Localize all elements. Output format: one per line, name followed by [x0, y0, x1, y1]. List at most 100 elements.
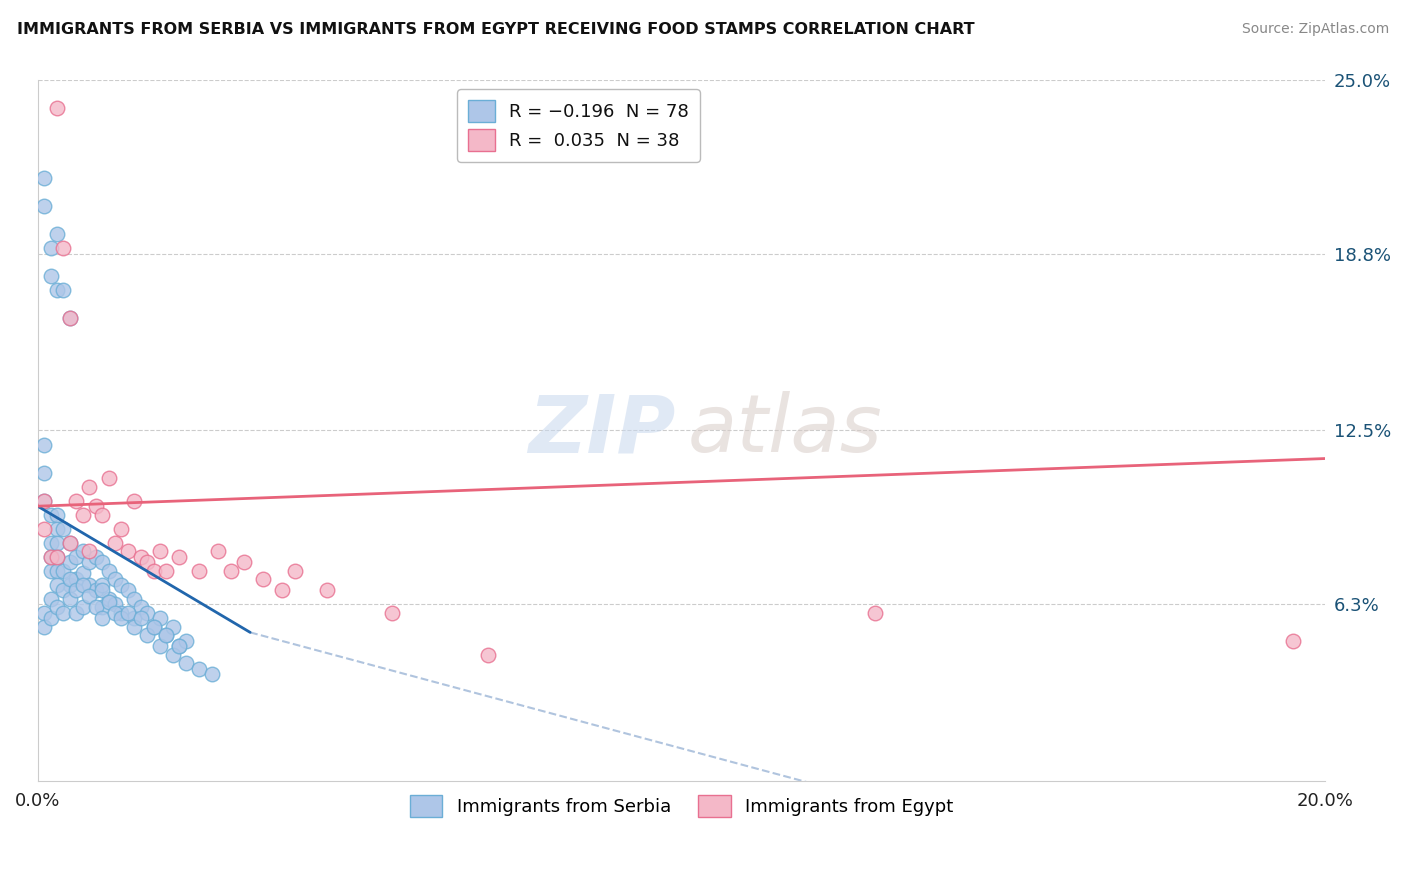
- Point: [104, 598, 127, 612]
- Point: [32, 606, 55, 620]
- Point: [72, 508, 94, 522]
- Point: [155, 564, 177, 578]
- Point: [59, 311, 82, 326]
- Point: [104, 606, 127, 620]
- Point: [232, 555, 254, 569]
- Point: [59, 578, 82, 592]
- Point: [72, 566, 94, 581]
- Point: [91, 555, 114, 569]
- Point: [91, 578, 114, 592]
- Point: [187, 564, 209, 578]
- Point: [59, 555, 82, 569]
- Point: [46, 508, 69, 522]
- Point: [59, 535, 82, 549]
- Point: [52, 583, 75, 598]
- Point: [162, 648, 184, 662]
- Point: [477, 648, 499, 662]
- Point: [207, 544, 229, 558]
- Text: atlas: atlas: [688, 392, 883, 469]
- Point: [381, 606, 404, 620]
- Point: [32, 493, 55, 508]
- Point: [77, 589, 100, 603]
- Point: [77, 578, 100, 592]
- Point: [97, 471, 120, 485]
- Point: [32, 522, 55, 536]
- Point: [142, 620, 165, 634]
- Point: [65, 493, 87, 508]
- Point: [39, 549, 62, 564]
- Point: [142, 564, 165, 578]
- Point: [46, 535, 69, 549]
- Point: [200, 667, 222, 681]
- Point: [46, 227, 69, 242]
- Point: [39, 591, 62, 606]
- Point: [46, 549, 69, 564]
- Point: [110, 578, 132, 592]
- Text: ZIP: ZIP: [527, 392, 675, 469]
- Point: [72, 544, 94, 558]
- Point: [32, 620, 55, 634]
- Point: [122, 620, 145, 634]
- Point: [97, 564, 120, 578]
- Point: [39, 549, 62, 564]
- Point: [110, 611, 132, 625]
- Point: [91, 611, 114, 625]
- Point: [52, 564, 75, 578]
- Point: [59, 311, 82, 326]
- Point: [129, 600, 152, 615]
- Point: [46, 578, 69, 592]
- Point: [65, 583, 87, 598]
- Point: [136, 606, 159, 620]
- Point: [863, 606, 886, 620]
- Point: [136, 628, 159, 642]
- Point: [52, 606, 75, 620]
- Point: [84, 600, 107, 615]
- Point: [77, 544, 100, 558]
- Point: [84, 549, 107, 564]
- Point: [77, 479, 100, 493]
- Point: [252, 572, 274, 586]
- Point: [77, 555, 100, 569]
- Point: [46, 101, 69, 115]
- Point: [32, 466, 55, 480]
- Point: [39, 508, 62, 522]
- Point: [59, 591, 82, 606]
- Point: [129, 611, 152, 625]
- Point: [91, 600, 114, 615]
- Point: [65, 549, 87, 564]
- Point: [1282, 633, 1305, 648]
- Point: [136, 555, 159, 569]
- Point: [149, 611, 172, 625]
- Point: [219, 564, 242, 578]
- Point: [46, 549, 69, 564]
- Point: [174, 657, 197, 671]
- Point: [52, 522, 75, 536]
- Point: [155, 628, 177, 642]
- Point: [97, 591, 120, 606]
- Point: [46, 283, 69, 297]
- Point: [169, 640, 191, 654]
- Point: [110, 522, 132, 536]
- Point: [84, 499, 107, 513]
- Point: [39, 535, 62, 549]
- Point: [174, 633, 197, 648]
- Point: [97, 594, 120, 608]
- Point: [129, 549, 152, 564]
- Point: [32, 493, 55, 508]
- Point: [117, 606, 139, 620]
- Text: IMMIGRANTS FROM SERBIA VS IMMIGRANTS FROM EGYPT RECEIVING FOOD STAMPS CORRELATIO: IMMIGRANTS FROM SERBIA VS IMMIGRANTS FRO…: [17, 22, 974, 37]
- Point: [91, 583, 114, 598]
- Point: [122, 591, 145, 606]
- Point: [169, 549, 191, 564]
- Point: [46, 600, 69, 615]
- Point: [110, 606, 132, 620]
- Point: [284, 564, 307, 578]
- Point: [39, 564, 62, 578]
- Point: [32, 437, 55, 451]
- Point: [59, 535, 82, 549]
- Point: [142, 620, 165, 634]
- Point: [117, 544, 139, 558]
- Point: [187, 662, 209, 676]
- Point: [32, 171, 55, 186]
- Point: [32, 199, 55, 213]
